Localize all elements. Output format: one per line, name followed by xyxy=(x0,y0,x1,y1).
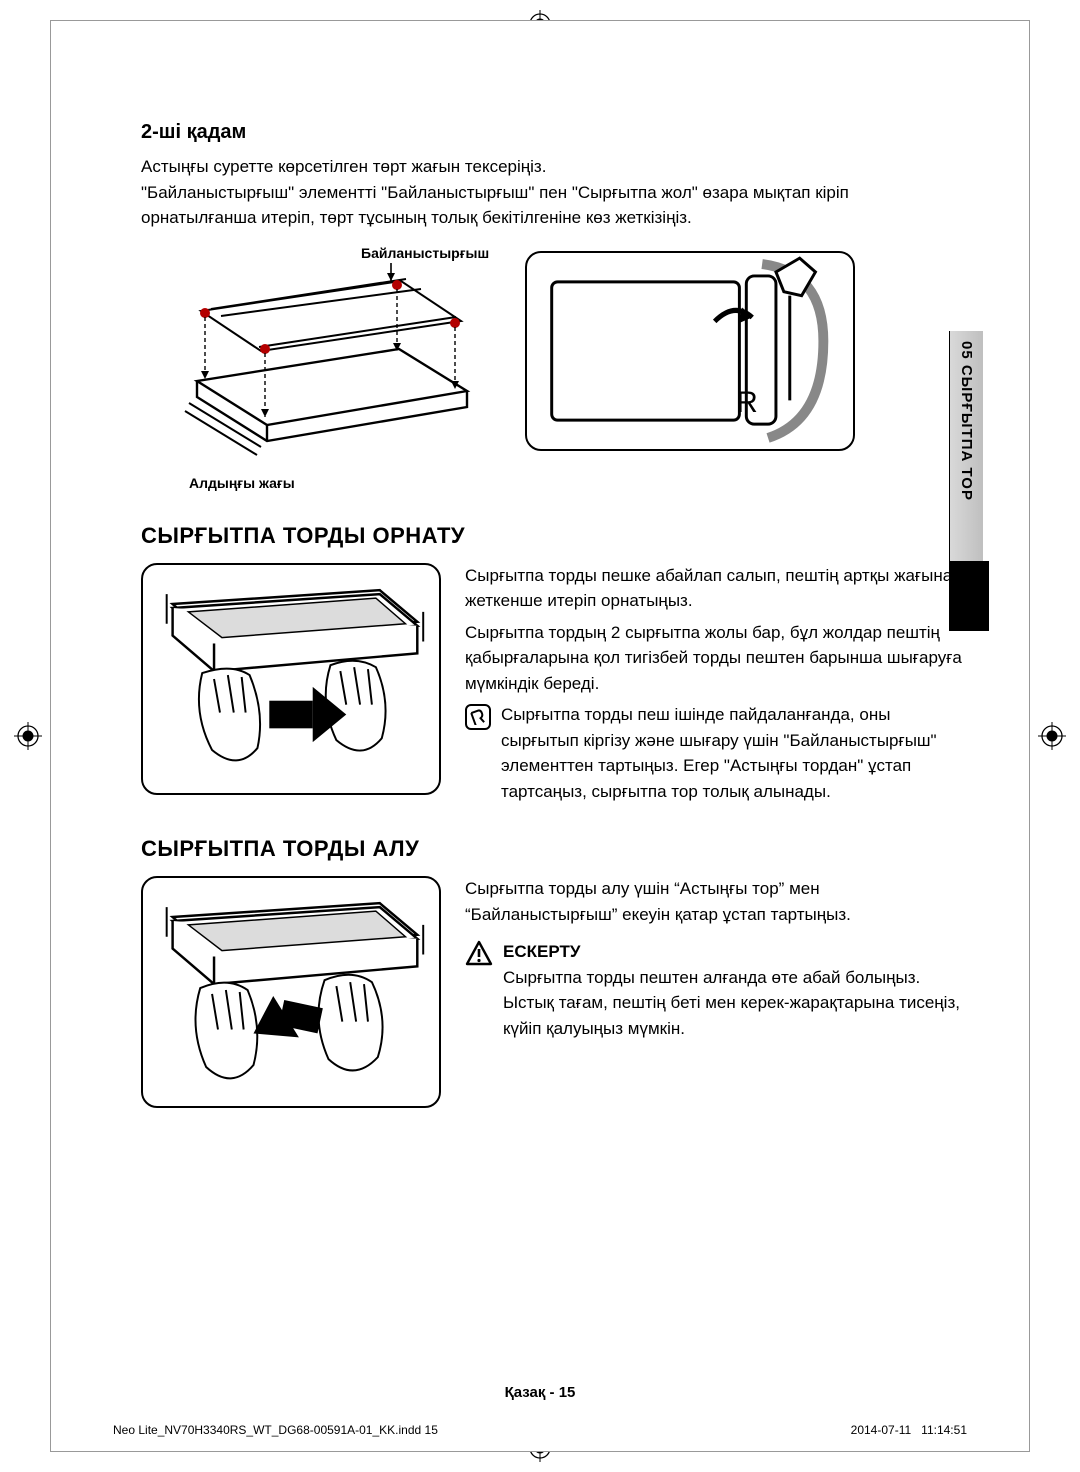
section-tab: 05 СЫРҒЫТПА ТОР xyxy=(949,331,989,631)
remove-content: Сырғытпа торды алу үшін “Астыңғы тор” ме… xyxy=(141,876,969,1108)
diagram-remove-tray xyxy=(141,876,441,1108)
section-tab-marker xyxy=(949,561,989,631)
warning-note: ЕСКЕРТУ Сырғытпа торды пештен алғанда өт… xyxy=(465,939,969,1041)
step-body-text: Астыңғы суретте көрсетілген төрт жағын т… xyxy=(141,154,901,231)
footer-time: 11:14:51 xyxy=(921,1423,967,1437)
install-para-2: Сырғытпа тордың 2 сырғытпа жолы бар, бұл… xyxy=(465,620,969,697)
callout-connector: Байланыстырғыш xyxy=(361,245,489,261)
section-install-heading: СЫРҒЫТПА ТОРДЫ ОРНАТУ xyxy=(141,523,969,549)
install-para-1: Сырғытпа торды пешке абайлап салып, пешт… xyxy=(465,563,969,614)
install-content: Сырғытпа торды пешке абайлап салып, пешт… xyxy=(141,563,969,805)
page-number: Қазақ - 15 xyxy=(505,1384,576,1401)
warning-icon xyxy=(465,940,493,968)
step-heading: 2-ші қадам xyxy=(141,121,969,144)
info-note: Сырғытпа торды пеш ішінде пайдаланғанда,… xyxy=(465,702,969,804)
footer-file-path: Neo Lite_NV70H3340RS_WT_DG68-00591A-01_K… xyxy=(113,1423,438,1437)
remove-para-1: Сырғытпа торды алу үшін “Астыңғы тор” ме… xyxy=(465,876,969,927)
warning-text: Сырғытпа торды пештен алғанда өте абай б… xyxy=(503,968,960,1038)
info-icon xyxy=(465,704,491,730)
section-remove-heading: СЫРҒЫТПА ТОРДЫ АЛУ xyxy=(141,836,969,862)
diagram-row: Байланыстырғыш xyxy=(141,251,969,491)
install-text: Сырғытпа торды пешке абайлап салып, пешт… xyxy=(465,563,969,805)
manual-page: 05 СЫРҒЫТПА ТОР 2-ші қадам Астыңғы сурет… xyxy=(50,20,1030,1452)
info-text: Сырғытпа торды пеш ішінде пайдаланғанда,… xyxy=(501,702,969,804)
diagram-letter-r: R xyxy=(736,386,757,419)
footer-datetime: 2014-07-11 11:14:51 xyxy=(851,1423,967,1437)
registration-mark-icon xyxy=(1038,722,1066,750)
diagram-clip-closeup: R xyxy=(525,251,855,451)
section-tab-label: 05 СЫРҒЫТПА ТОР xyxy=(949,331,983,561)
remove-text: Сырғытпа торды алу үшін “Астыңғы тор” ме… xyxy=(465,876,969,1041)
registration-mark-icon xyxy=(14,722,42,750)
diagram-tray-assembly: Байланыстырғыш xyxy=(141,251,491,491)
callout-front-side: Алдыңғы жағы xyxy=(189,475,295,491)
warning-label: ЕСКЕРТУ xyxy=(503,942,580,961)
footer-date: 2014-07-11 xyxy=(851,1423,912,1437)
diagram-install-tray xyxy=(141,563,441,795)
